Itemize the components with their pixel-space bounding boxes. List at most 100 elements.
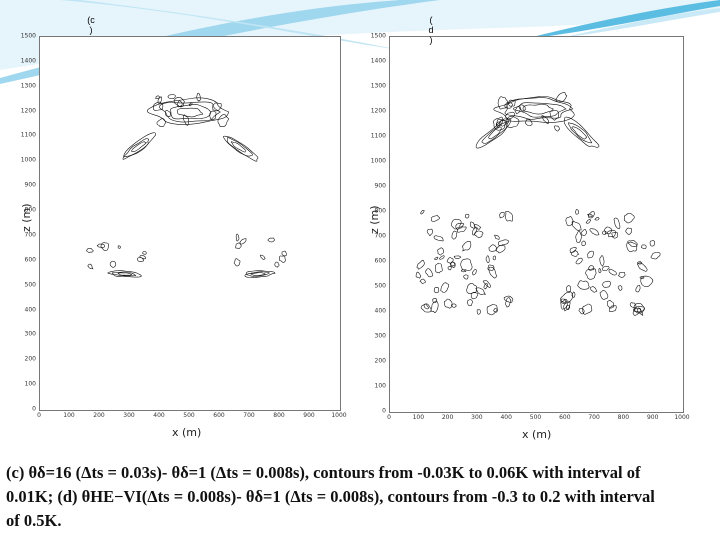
panel-d-xtick: 500 <box>529 414 542 421</box>
contour-right-cluster <box>607 299 615 309</box>
caption-line-3: of 0.5K. <box>6 511 62 530</box>
contour-upper-plume <box>146 97 230 125</box>
contour-right-cluster <box>569 246 577 253</box>
panel-c-ytick: 400 <box>24 306 36 314</box>
contour-right-cluster <box>635 285 641 293</box>
contour-left-cluster <box>451 303 457 308</box>
panel-d-ytick: 100 <box>374 382 386 390</box>
contour-left-cluster <box>86 247 94 253</box>
contour-right-cluster <box>575 257 583 265</box>
contour-right-cluster <box>641 244 647 249</box>
contour-left-cluster <box>430 215 441 222</box>
contour-left-cluster <box>472 268 477 276</box>
panel-c-xtick: 600 <box>213 412 225 419</box>
panel-c-ytick: 0 <box>32 405 36 413</box>
panel-d-xtick: 0 <box>387 414 391 421</box>
contour-left-cluster <box>446 257 454 264</box>
contour-left-cluster <box>109 260 117 268</box>
contour-left-cluster <box>475 287 487 295</box>
contour-right-cluster <box>588 265 595 271</box>
contour-upper-plume <box>155 95 160 99</box>
panel-c-plot <box>39 36 341 411</box>
contour-upper-plume <box>555 92 568 103</box>
panel-c-xtick: 0 <box>37 412 41 419</box>
contour-right-cluster <box>581 240 587 247</box>
contour-right-cluster <box>629 302 637 308</box>
contour-upper-plume <box>524 119 533 126</box>
contour-left-cluster <box>466 283 478 295</box>
contour-right-cluster <box>589 286 597 293</box>
contour-upper-plume <box>159 101 221 123</box>
contour-upper-plume <box>505 111 516 120</box>
contour-left-cluster <box>488 244 497 252</box>
contour-right-cluster <box>235 233 240 242</box>
panel-d-ytick: 900 <box>374 182 386 190</box>
contour-right-cluster <box>587 250 594 259</box>
contour-left-cluster <box>111 271 137 277</box>
panel-c-ytick: 1100 <box>20 131 36 139</box>
figure-caption: (c) θδ=16 (Δts = 0.03s)- θδ=1 (Δts = 0.0… <box>6 461 712 533</box>
panel-d-ytick: 1500 <box>370 32 386 40</box>
contour-upper-plume <box>176 100 183 108</box>
contour-upper-plume <box>506 116 520 128</box>
contour-left-cluster <box>420 303 432 313</box>
contour-left-cluster <box>440 282 450 293</box>
contour-right-cluster <box>566 285 571 293</box>
contour-left-cluster <box>453 255 462 259</box>
panel-c-ytick: 1300 <box>20 82 36 90</box>
contour-right-cluster <box>587 213 593 217</box>
contour-left-streak <box>481 120 510 144</box>
panel-d-xtick: 900 <box>646 414 659 421</box>
contour-right-cluster <box>281 250 287 257</box>
panel-c-xtick: 200 <box>93 412 105 419</box>
panel-d-plot <box>389 36 684 413</box>
panel-d-label: ( d ) <box>427 15 435 45</box>
contour-left-cluster <box>433 235 444 242</box>
contour-right-cluster <box>560 291 574 304</box>
contour-upper-plume <box>170 103 212 120</box>
panel-d-label-line2: d <box>428 25 434 35</box>
contour-right-cluster <box>602 280 612 288</box>
contour-right-cluster <box>260 254 266 260</box>
contour-right-cluster <box>626 239 638 253</box>
contour-left-cluster <box>137 257 145 263</box>
panel-c-xtick: 800 <box>273 412 285 419</box>
contour-right-cluster <box>608 268 617 276</box>
panel-d-xtick: 100 <box>412 414 425 421</box>
panel-c-ytick: 500 <box>24 281 36 289</box>
contour-upper-plume <box>493 96 575 123</box>
contour-left-cluster <box>474 230 484 238</box>
contour-right-cluster <box>577 280 590 290</box>
contour-left-cluster <box>499 211 505 219</box>
panel-d-label-line3: ) <box>429 35 433 45</box>
contour-right-cluster <box>235 242 242 249</box>
contour-left-cluster <box>117 245 121 249</box>
contour-upper-plume <box>507 99 516 107</box>
contour-upper-plume <box>152 101 164 111</box>
contour-left-cluster <box>482 280 491 288</box>
panel-d-xtick: 700 <box>588 414 600 421</box>
contour-right-cluster <box>575 230 582 243</box>
contour-left-cluster <box>87 263 94 270</box>
contour-right-cluster <box>250 272 266 276</box>
panel-d-ytick: 300 <box>374 332 386 340</box>
contour-upper-plume <box>512 102 567 118</box>
panel-d-xtick: 800 <box>617 414 630 421</box>
contour-right-cluster <box>571 221 582 231</box>
contour-right-cluster <box>246 271 270 277</box>
contour-upper-plume <box>541 115 550 125</box>
contour-right-cluster <box>560 298 566 303</box>
contour-left-cluster <box>451 230 458 240</box>
contour-left-cluster <box>486 304 498 316</box>
contour-right-cluster <box>625 227 632 235</box>
contour-right-cluster <box>278 255 286 263</box>
contour-left-cluster <box>420 210 425 215</box>
contour-left-cluster <box>117 272 132 276</box>
panel-c-label: (c ) <box>87 15 95 35</box>
contour-upper-plume <box>196 92 201 102</box>
contour-right-cluster <box>607 229 616 238</box>
panel-c-contours <box>86 92 287 278</box>
contour-right-cluster <box>637 261 642 265</box>
contour-left-cluster <box>493 308 498 313</box>
contour-right-cluster <box>571 250 580 257</box>
